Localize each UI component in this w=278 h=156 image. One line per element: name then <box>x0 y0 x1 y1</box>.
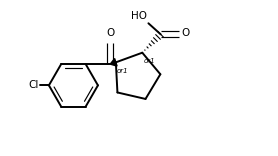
Text: HO: HO <box>131 11 147 21</box>
Polygon shape <box>110 58 117 66</box>
Text: Cl: Cl <box>28 80 38 90</box>
Text: O: O <box>182 28 190 38</box>
Text: or1: or1 <box>143 58 155 64</box>
Text: or1: or1 <box>116 68 128 74</box>
Text: O: O <box>106 28 114 38</box>
